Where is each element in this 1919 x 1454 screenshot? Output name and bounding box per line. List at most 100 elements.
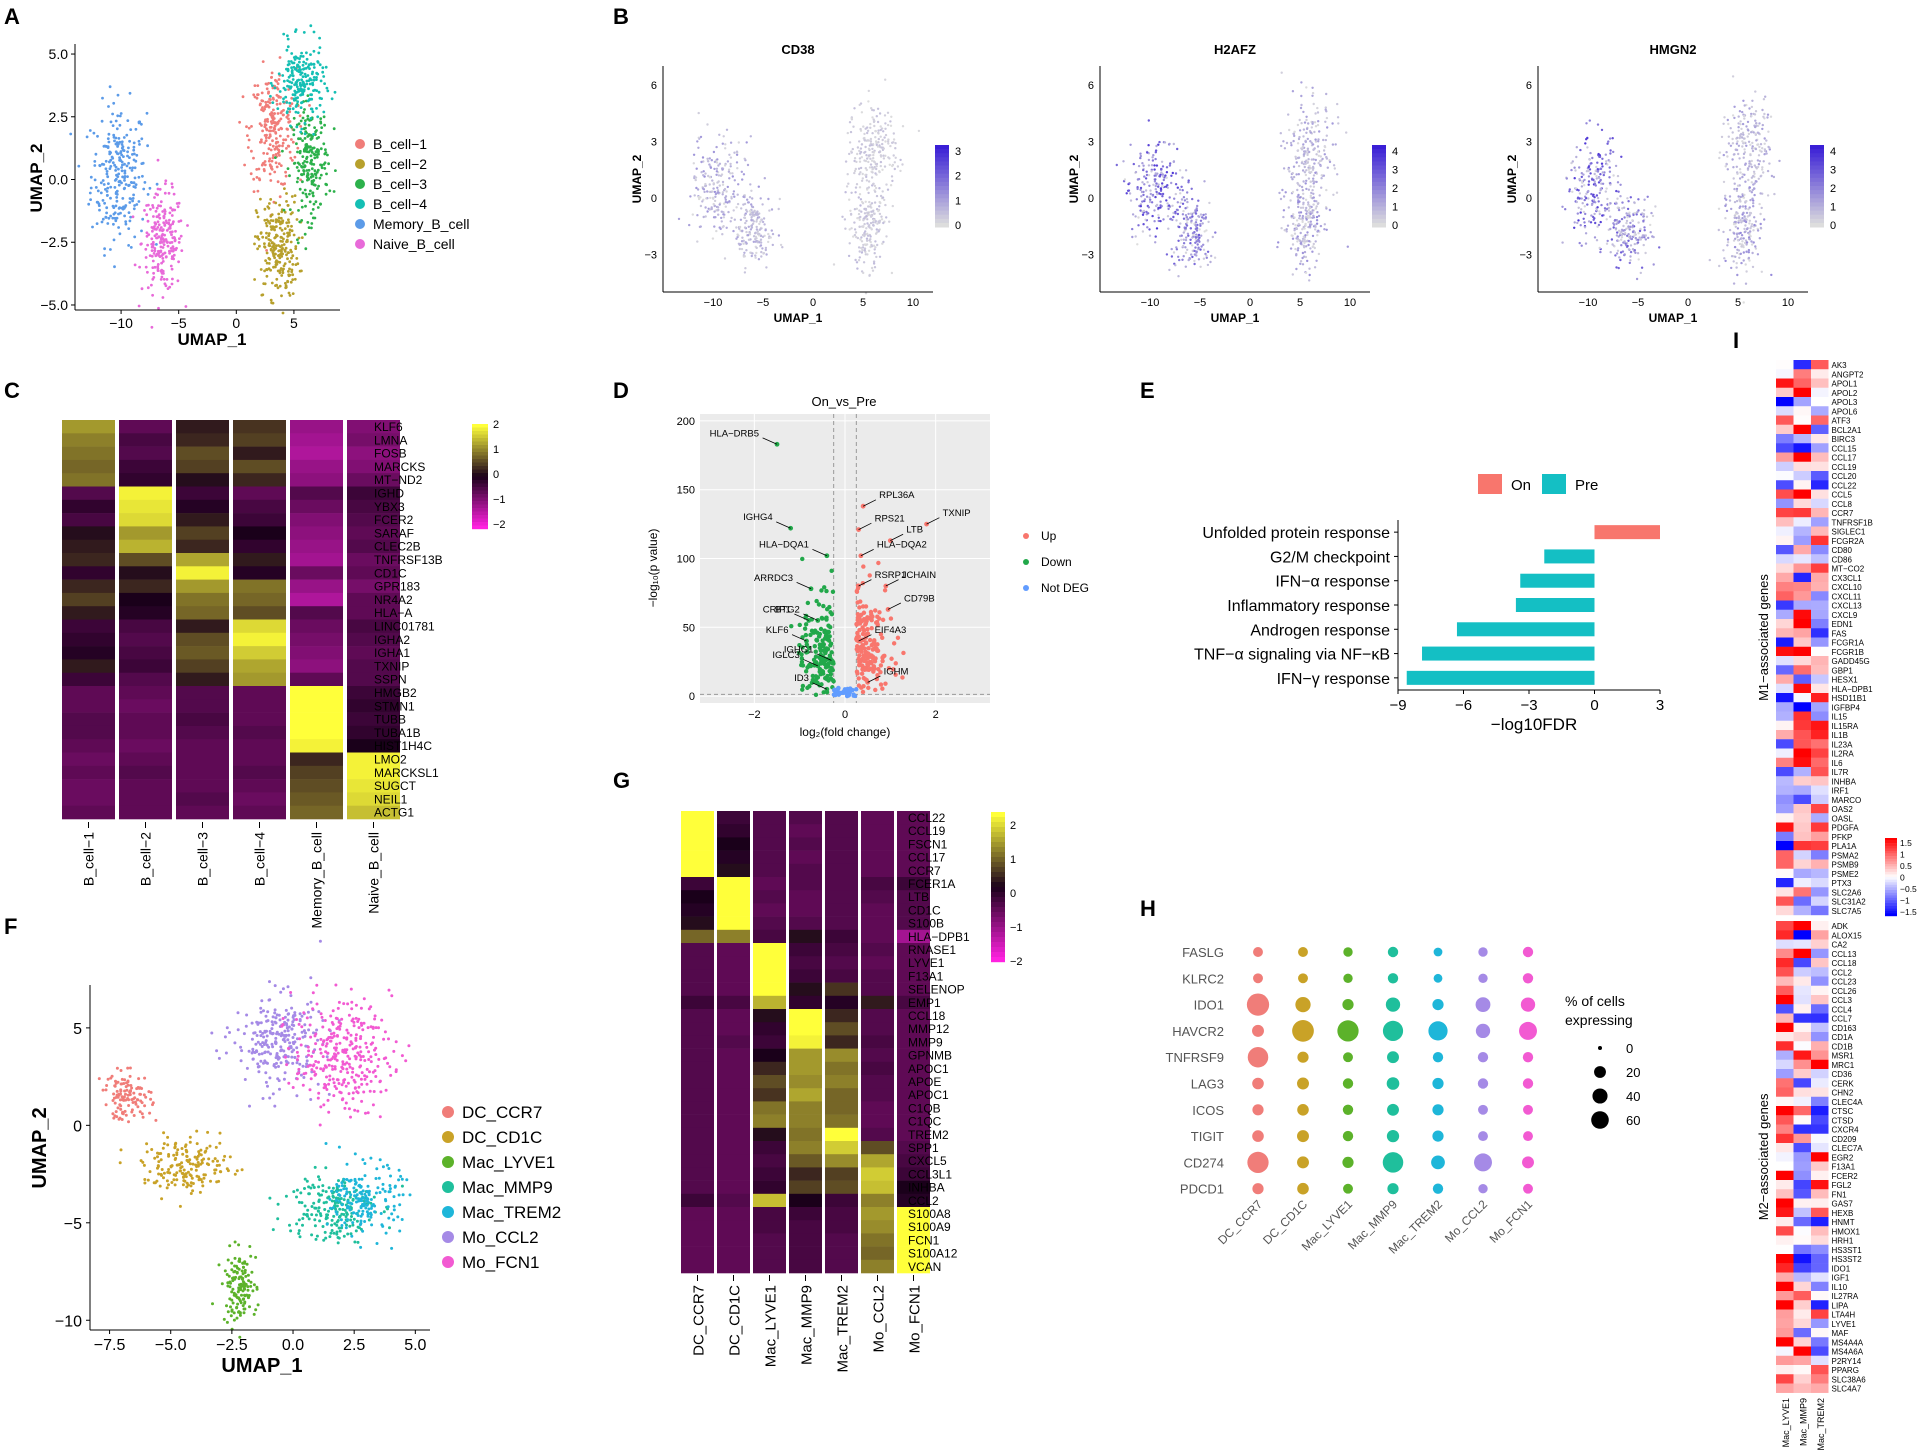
umap-point [249, 172, 253, 176]
heatmap-cell [119, 473, 172, 487]
umap-point [290, 52, 294, 55]
expr-point [863, 249, 866, 252]
expr-point [1205, 254, 1208, 257]
expr-point [767, 240, 770, 244]
umap-point [287, 60, 291, 63]
umap-point [325, 172, 328, 176]
heatmap-cell [233, 579, 286, 594]
colorbar-segment [1810, 173, 1824, 179]
expr-point [1733, 200, 1737, 204]
umap-point [159, 245, 163, 249]
expr-point [853, 171, 856, 175]
heatmap-cell [176, 513, 229, 527]
expr-point [1763, 153, 1766, 156]
umap-point [97, 1077, 101, 1081]
heatmap-cell [119, 619, 172, 634]
up-point [893, 672, 898, 677]
expr-point [1742, 251, 1746, 254]
expr-point [1573, 177, 1576, 180]
umap-point [286, 204, 290, 207]
umap-point [272, 265, 275, 269]
expr-point [1587, 197, 1590, 200]
col-label: Naive_B_cell [366, 832, 382, 914]
expr-point [1724, 217, 1727, 220]
expr-point [1308, 223, 1312, 226]
expr-point [1324, 108, 1327, 111]
umap-point [161, 246, 165, 249]
up-point [855, 644, 860, 649]
expr-point [1159, 219, 1162, 223]
umap-point [279, 245, 282, 249]
expr-point [1186, 218, 1190, 221]
expr-point [889, 184, 893, 187]
umap-point [290, 256, 293, 260]
heatmap-cell [176, 473, 229, 487]
umap-point [270, 225, 274, 229]
expr-point [754, 235, 758, 238]
bar [1406, 670, 1595, 685]
expr-point [1187, 212, 1190, 216]
umap-point [315, 71, 319, 75]
expr-point [884, 127, 887, 130]
expr-point [716, 209, 720, 212]
expr-point [1303, 121, 1307, 124]
expr-point [1134, 235, 1137, 238]
colorbar-segment [1372, 206, 1386, 212]
umap-point [281, 311, 285, 315]
label-leader [791, 634, 807, 642]
expr-point [708, 176, 712, 179]
expr-point [1155, 190, 1158, 194]
umap-point [309, 53, 312, 56]
expr-point [1190, 187, 1193, 190]
expr-point [1758, 149, 1762, 152]
expr-point [1304, 234, 1307, 237]
umap-point [307, 123, 311, 127]
expr-point [755, 220, 758, 223]
umap-point [254, 209, 258, 212]
umap-point [253, 278, 256, 281]
expr-point [749, 213, 752, 216]
heatmap-cell [233, 632, 286, 647]
expr-point [1616, 220, 1619, 223]
umap-point [296, 56, 299, 60]
umap-point [276, 112, 280, 115]
expr-point [861, 172, 864, 176]
expr-point [1197, 199, 1200, 202]
umap-point [216, 1159, 219, 1163]
expr-point [1581, 179, 1584, 183]
expr-point [869, 122, 872, 126]
expr-point [873, 252, 876, 255]
umap-point [260, 163, 264, 167]
umap-point [277, 144, 281, 148]
colorbar-segment [935, 145, 949, 150]
expr-point [1589, 172, 1592, 175]
umap-point [319, 173, 323, 177]
umap-point [274, 284, 277, 287]
expr-point [1187, 234, 1190, 237]
umap-point [170, 233, 173, 237]
umap-point [118, 1098, 122, 1102]
x-tick-label: −2 [748, 709, 761, 721]
expr-point [859, 198, 863, 201]
expr-point [703, 190, 706, 194]
umap-point [291, 254, 295, 258]
umap-point [156, 193, 160, 197]
expr-point [1598, 212, 1602, 216]
row-label: TNFRSF13B [374, 553, 443, 567]
umap-point [286, 45, 290, 49]
heatmap-cell [233, 792, 286, 806]
expr-point [1304, 215, 1308, 218]
expr-point [1297, 183, 1300, 186]
heatmap-cell [290, 433, 343, 447]
umap-point [99, 181, 103, 185]
expr-point [715, 170, 719, 173]
umap-point [265, 152, 269, 156]
down-point [830, 589, 836, 594]
legend-key [1023, 533, 1029, 539]
expr-point [859, 147, 863, 150]
expr-point [1159, 192, 1162, 196]
heatmap-cell [176, 805, 229, 820]
umap-point [171, 245, 175, 249]
up-point [870, 614, 875, 619]
umap-point [172, 1178, 176, 1182]
